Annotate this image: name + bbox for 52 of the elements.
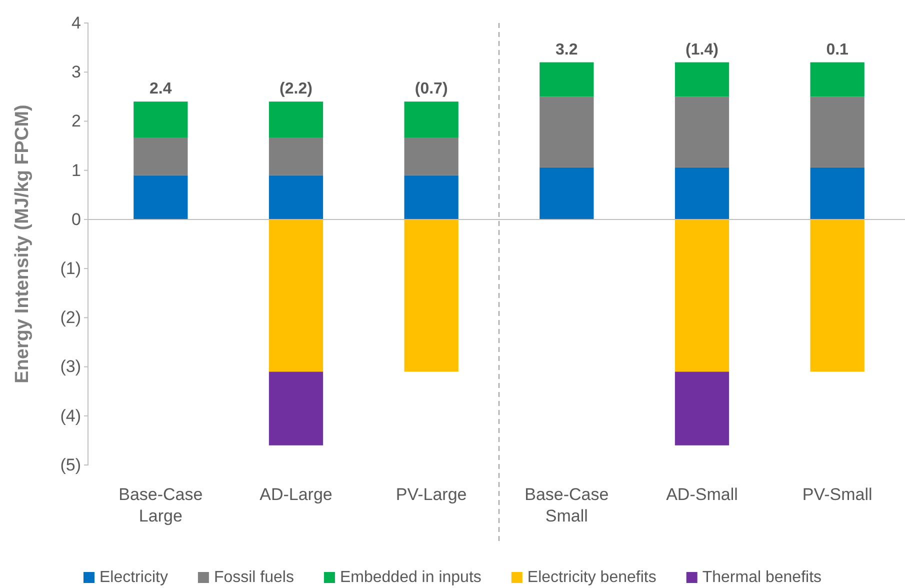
bar	[134, 175, 188, 220]
bar	[674, 96, 730, 168]
y-axis-title: Energy Intensity (MJ/kg FPCM)	[12, 104, 33, 384]
bar	[268, 138, 324, 176]
legend-label: Embedded in inputs	[340, 569, 482, 586]
x-tick-label: AD-Small	[666, 485, 738, 504]
bar	[540, 96, 594, 168]
bar	[268, 372, 324, 446]
bar	[404, 138, 458, 176]
total-label: 3.2	[556, 41, 578, 58]
legend-label: Electricity benefits	[527, 569, 656, 586]
bar	[540, 167, 594, 220]
bar	[674, 167, 730, 220]
y-tick-label: 0	[72, 210, 81, 229]
total-label: (2.2)	[280, 80, 312, 98]
bar	[674, 372, 730, 446]
y-tick-label: (5)	[60, 455, 81, 474]
bar	[134, 102, 188, 138]
y-tick-label: (4)	[60, 406, 81, 426]
legend-label: Fossil fuels	[214, 569, 294, 586]
bar	[404, 219, 458, 372]
y-tick-label: (1)	[60, 258, 81, 278]
bar	[540, 62, 594, 97]
x-tick-label: PV-Large	[396, 485, 467, 504]
x-tick-label: Base-Case Large	[118, 485, 203, 526]
legend-label: Thermal benefits	[702, 569, 822, 586]
bar	[810, 96, 864, 168]
bar	[810, 167, 864, 220]
total-label: (0.7)	[414, 80, 448, 98]
bar	[134, 138, 188, 176]
bar	[404, 102, 458, 138]
y-tick-label: 3	[72, 62, 81, 82]
x-tick-label: Base-Case Small	[524, 485, 609, 526]
bar	[810, 62, 864, 97]
y-tick-label: 2	[72, 112, 81, 131]
bar	[674, 62, 730, 97]
legend-label: Electricity	[99, 569, 168, 586]
bar	[674, 219, 730, 372]
y-tick-label: 1	[72, 160, 81, 180]
bar	[404, 175, 458, 220]
x-tick-label: AD-Large	[260, 485, 332, 504]
y-tick-label: 4	[72, 13, 81, 32]
bar	[268, 219, 324, 372]
y-tick-label: (2)	[60, 308, 81, 328]
bar	[810, 219, 864, 372]
y-tick-label: (3)	[60, 357, 81, 376]
bar	[268, 175, 324, 220]
bar	[268, 102, 324, 138]
total-label: 0.1	[826, 41, 849, 58]
x-tick-label: PV-Small	[802, 485, 872, 504]
total-label: (1.4)	[686, 41, 718, 58]
total-label: 2.4	[150, 80, 172, 98]
